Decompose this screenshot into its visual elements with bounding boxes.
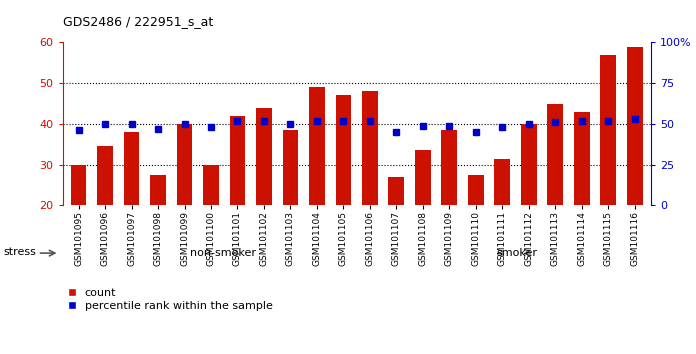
Bar [177,124,193,287]
Bar [70,165,86,287]
Bar [521,124,537,287]
Bar [548,103,563,287]
Bar [574,112,590,287]
Bar [362,91,378,287]
Bar [468,175,484,287]
Bar [441,130,457,287]
Bar [309,87,325,287]
Bar [150,175,166,287]
Bar [230,116,246,287]
Text: stress: stress [3,247,36,257]
Bar [415,150,431,287]
Bar [97,146,113,287]
Text: GDS2486 / 222951_s_at: GDS2486 / 222951_s_at [63,15,213,28]
Bar [388,177,404,287]
Legend: count, percentile rank within the sample: count, percentile rank within the sample [63,283,277,316]
Bar [494,159,510,287]
Bar [124,132,139,287]
Text: smoker: smoker [497,248,537,258]
Bar [601,55,617,287]
Bar [203,165,219,287]
Bar [335,96,351,287]
Text: non-smoker: non-smoker [190,248,256,258]
Bar [283,130,299,287]
Bar [627,46,643,287]
Bar [256,108,272,287]
